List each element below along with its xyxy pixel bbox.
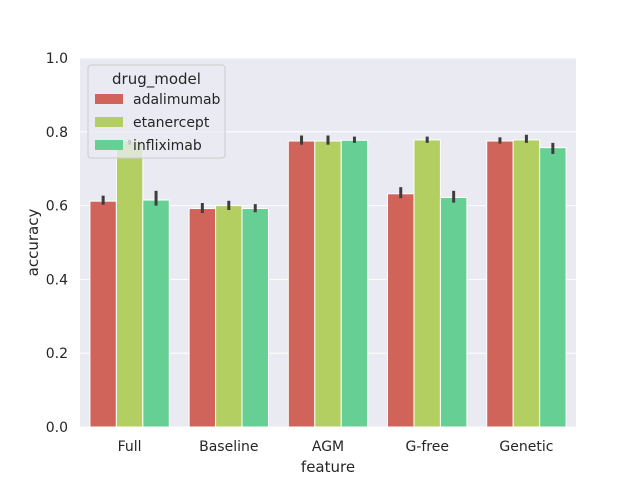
bar-adalimumab-Genetic [486,140,514,428]
bar-infliximab-Full [142,199,170,428]
legend-label-infliximab: infliximab [133,138,202,154]
bar-etanercept-G-free [413,139,441,428]
bar-etanercept-AGM [314,140,342,428]
y-tick-label: 0.4 [46,272,68,288]
bar-adalimumab-G-free [387,193,415,428]
x-tick-label: Baseline [199,439,258,455]
bar-etanercept-Baseline [215,205,243,428]
bar-adalimumab-Baseline [188,208,217,428]
error-bars [101,134,555,213]
x-tick-label: Full [118,439,142,455]
x-axis-label: feature [301,458,355,476]
bar-etanercept-Full [115,140,144,428]
legend-swatch-infliximab [95,140,123,150]
y-axis-label: accuracy [24,209,42,277]
y-tick-label: 0.8 [46,125,68,141]
x-tick-label: Genetic [499,439,553,455]
bar-infliximab-Genetic [539,147,567,428]
bar-infliximab-AGM [340,139,369,428]
legend-swatch-etanercept [95,117,123,127]
y-tick-label: 0.0 [46,420,68,436]
legend-box [87,64,226,159]
y-tick-label: 0.2 [46,346,68,362]
x-tick-labels: Full Baseline AGM G-free Genetic [118,439,554,455]
x-tick-label: G-free [405,439,449,455]
bar-etanercept-Genetic [512,139,541,428]
y-tick-labels: 0.0 0.2 0.4 0.6 0.8 1.0 [46,51,68,436]
bar-infliximab-G-free [439,196,468,428]
legend: drug_model adalimumab etanercept infliximab [87,64,226,159]
legend-swatch-adalimumab [95,94,123,104]
y-tick-label: 1.0 [46,51,68,67]
bar-adalimumab-AGM [287,140,316,428]
bar-infliximab-Baseline [241,208,269,428]
bars [89,139,567,428]
legend-label-etanercept: etanercept [133,115,210,131]
x-tick-label: AGM [312,439,344,455]
legend-title: drug_model [112,70,201,89]
legend-label-adalimumab: adalimumab [133,92,221,108]
bar-adalimumab-Full [89,200,117,428]
y-tick-label: 0.6 [46,199,68,215]
